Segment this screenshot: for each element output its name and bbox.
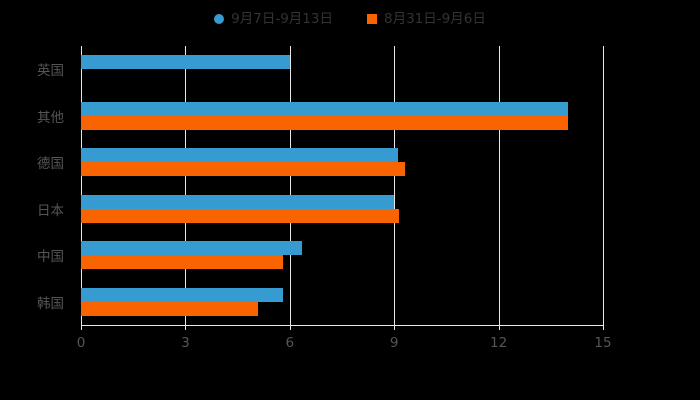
bar-group-3: [81, 186, 603, 233]
y-axis-label-1: 其他: [37, 109, 64, 126]
legend-label-series-1: 9月7日-9月13日: [231, 11, 333, 27]
x-tick-label-3: 3: [181, 335, 190, 351]
bar-series1-0[interactable]: [81, 55, 290, 70]
gridline-6: [289, 46, 291, 325]
x-tick-label-15: 15: [594, 335, 612, 351]
x-tick-mark-6: [289, 325, 291, 330]
y-axis-label-0: 英国: [37, 63, 64, 80]
legend-circle-icon: [214, 14, 225, 24]
legend-square-icon: [367, 14, 377, 24]
x-axis-line: [81, 325, 604, 326]
gridline-12: [498, 46, 500, 325]
bar-series2-2[interactable]: [81, 162, 405, 177]
chart-legend: 9月7日-9月13日 8月31日-9月6日: [0, 9, 700, 29]
bar-series2-1[interactable]: [81, 115, 569, 130]
gridline-3: [185, 46, 187, 325]
x-tick-mark-12: [498, 325, 500, 330]
gridline-0: [81, 46, 82, 325]
bar-group-2: [81, 139, 603, 186]
gridline-9: [394, 46, 396, 325]
bar-series2-3[interactable]: [81, 208, 400, 223]
bar-group-4: [81, 232, 603, 279]
bar-rows: [81, 46, 603, 325]
x-tick-label-12: 12: [490, 335, 508, 351]
legend-item-series-1[interactable]: 9月7日-9月13日: [214, 9, 333, 29]
y-axis-label-3: 日本: [37, 202, 64, 219]
x-tick-mark-15: [603, 325, 604, 330]
legend-label-series-2: 8月31日-9月6日: [384, 11, 486, 27]
x-tick-label-6: 6: [285, 335, 295, 351]
bar-group-1: [81, 93, 603, 140]
bar-group-0: [81, 46, 603, 93]
y-axis-label-5: 韩国: [37, 295, 64, 312]
bar-series1-5[interactable]: [81, 287, 283, 302]
x-axis-tick-labels: 0 3 6 9 12 15: [0, 334, 700, 354]
y-axis-label-4: 中国: [37, 249, 64, 266]
bar-series2-5[interactable]: [81, 301, 259, 316]
legend-item-series-2[interactable]: 8月31日-9月6日: [367, 9, 486, 29]
bar-series2-4[interactable]: [81, 255, 283, 270]
plot-area: [81, 46, 604, 325]
y-axis-label-2: 德国: [37, 156, 64, 173]
bar-group-5: [81, 279, 603, 326]
x-tick-mark-9: [394, 325, 396, 330]
gridline-15: [603, 46, 604, 325]
x-tick-label-9: 9: [389, 335, 399, 351]
bar-series1-4[interactable]: [81, 241, 302, 256]
x-tick-mark-3: [185, 325, 187, 330]
x-tick-label-0: 0: [76, 335, 86, 351]
y-axis-category-labels: 英国其他德国日本中国韩国: [0, 46, 73, 325]
bar-series1-3[interactable]: [81, 194, 395, 209]
bar-series1-2[interactable]: [81, 148, 398, 163]
x-tick-mark-0: [81, 325, 82, 330]
bar-series1-1[interactable]: [81, 101, 569, 116]
